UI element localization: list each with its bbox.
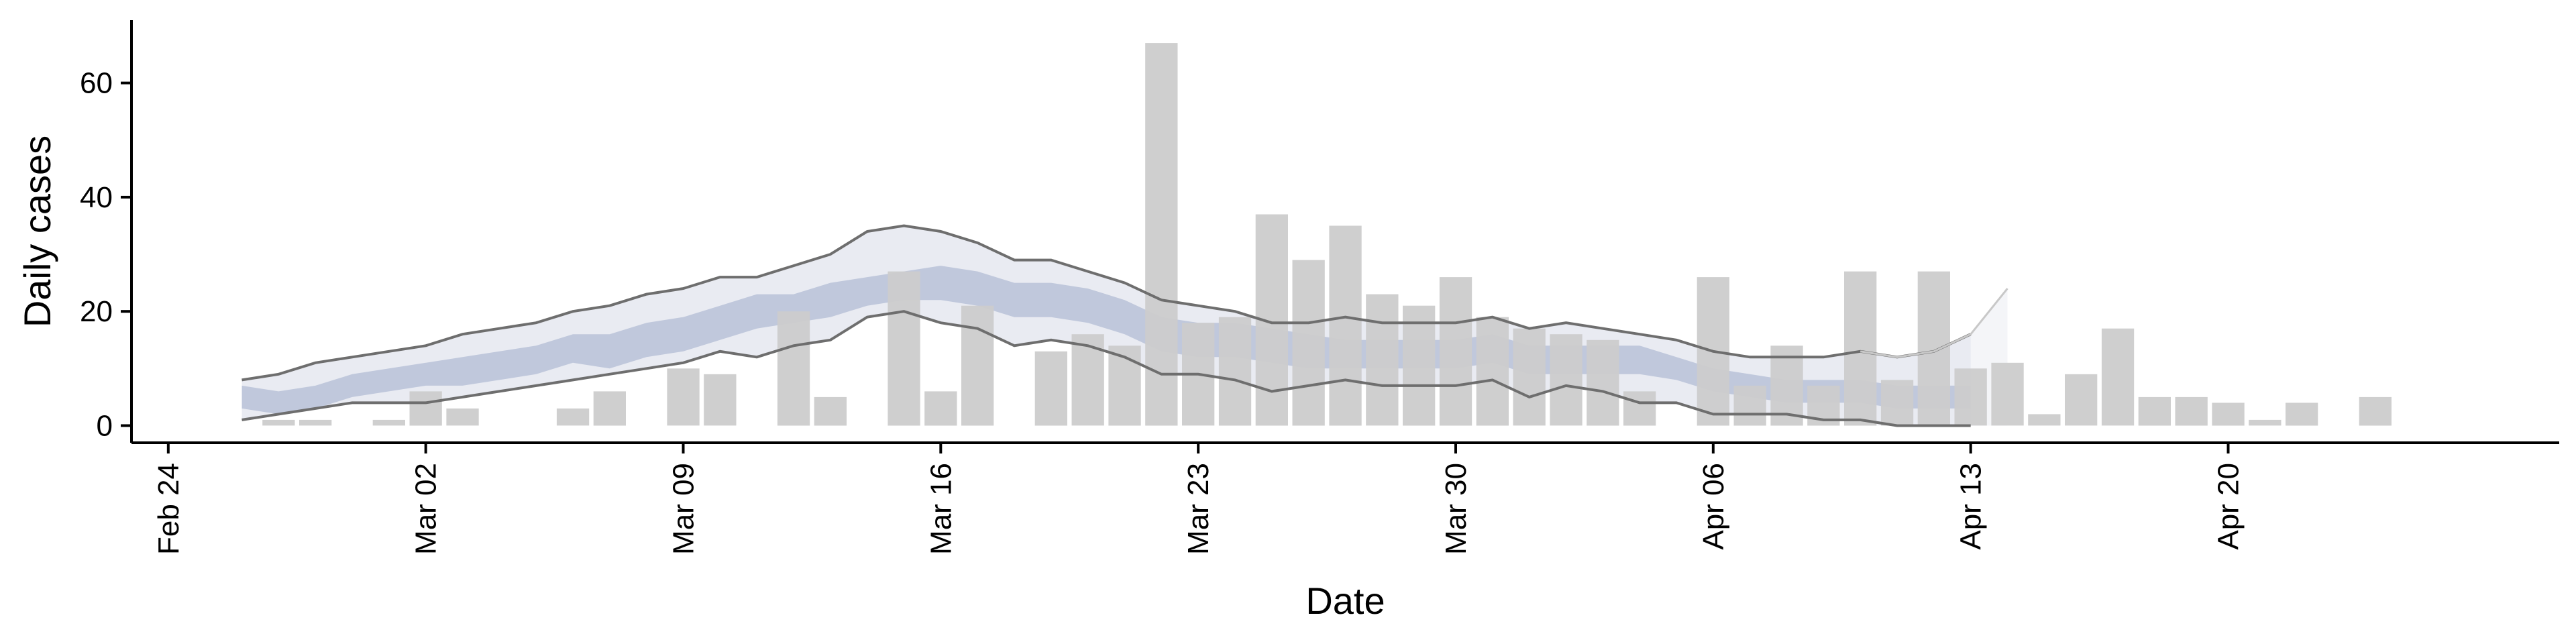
- bar: [262, 419, 295, 426]
- bar: [299, 419, 332, 426]
- bar: [2212, 402, 2245, 426]
- bar: [1513, 328, 1546, 426]
- bar: [593, 391, 626, 426]
- bar: [1145, 43, 1178, 426]
- x-tick-label: Mar 23: [1182, 463, 1215, 555]
- bar: [1733, 385, 1766, 426]
- bar: [2065, 374, 2098, 426]
- bar: [2249, 419, 2282, 426]
- bar: [1292, 260, 1325, 426]
- axes: [130, 20, 2559, 444]
- bar: [1770, 345, 1803, 426]
- bar: [409, 391, 442, 426]
- bar: [1329, 225, 1362, 426]
- x-tick-label: Apr 06: [1697, 463, 1730, 550]
- bar: [372, 419, 405, 426]
- x-tick-label: Mar 02: [410, 463, 443, 555]
- x-tick-label: Apr 13: [1955, 463, 1988, 550]
- bar: [1476, 317, 1509, 426]
- bar: [1439, 277, 1472, 426]
- bar: [1403, 305, 1436, 426]
- bar-group: [262, 43, 2392, 426]
- y-tick-group: 0 20 40 60: [80, 67, 131, 442]
- lower-bound-line: [241, 310, 1971, 427]
- bar: [704, 374, 737, 426]
- bar: [2138, 396, 2171, 426]
- bar: [1034, 351, 1067, 426]
- bar: [1366, 294, 1399, 426]
- x-tick-label: Apr 20: [2212, 463, 2245, 550]
- x-tick-label: Mar 30: [1440, 463, 1472, 555]
- upper-bound-line-projected: [1860, 288, 2008, 358]
- bar: [446, 408, 479, 426]
- bar: [2175, 396, 2208, 426]
- y-tick-label: 60: [80, 67, 113, 100]
- bar: [1587, 339, 1619, 426]
- bar: [556, 408, 590, 426]
- x-tick-label: Mar 16: [924, 463, 957, 555]
- bar: [924, 391, 957, 426]
- bar: [814, 396, 847, 426]
- bound-line-group: [241, 224, 2008, 427]
- bar: [1844, 271, 1877, 426]
- y-axis-title: Daily cases: [16, 136, 58, 327]
- bar: [1954, 368, 1987, 426]
- x-tick-label: Mar 09: [667, 463, 700, 555]
- bar: [1623, 391, 1656, 426]
- bar: [961, 305, 994, 426]
- bar: [1218, 317, 1252, 426]
- upper-bound-line: [241, 224, 1972, 382]
- bar: [1991, 362, 2024, 426]
- x-tick-group: Feb 24 Mar 02 Mar 09 Mar 16 Mar 23 Mar 30 Apr …: [152, 443, 2245, 555]
- y-tick-label: 0: [97, 409, 113, 442]
- y-tick-label: 20: [80, 295, 113, 328]
- x-tick-label: Feb 24: [152, 463, 185, 555]
- bar: [667, 368, 700, 426]
- bar: [1917, 271, 1950, 426]
- bar: [2286, 402, 2318, 426]
- bar: [2101, 328, 2135, 426]
- bar: [2028, 414, 2061, 426]
- bar: [888, 271, 920, 426]
- bar: [1550, 334, 1582, 426]
- bar: [2359, 396, 2392, 426]
- bar: [1108, 345, 1141, 426]
- y-tick-label: 40: [80, 181, 113, 214]
- x-axis-title: Date: [1305, 580, 1385, 622]
- bar: [1880, 380, 1914, 426]
- bar: [777, 311, 810, 426]
